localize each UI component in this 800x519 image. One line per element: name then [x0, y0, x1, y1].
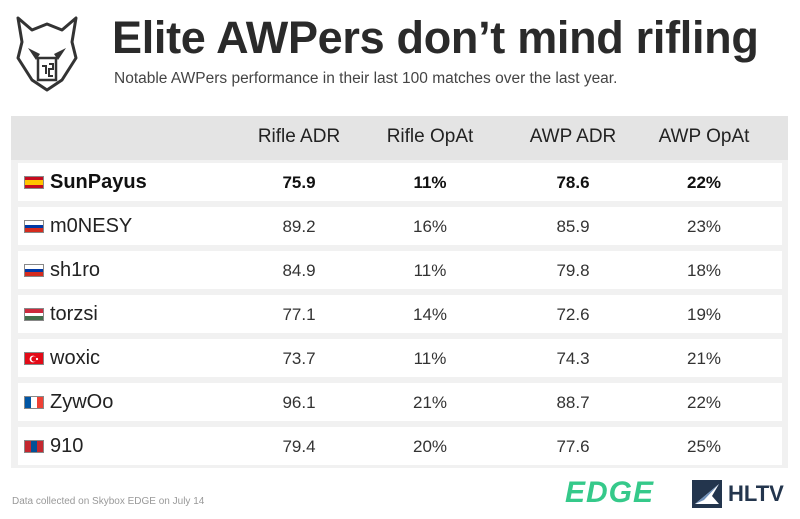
rifle-adr-value: 75.9: [282, 173, 316, 192]
column-header-awp-adr: AWP ADR: [529, 126, 617, 147]
player-name: m0NESY: [50, 215, 133, 237]
table-header: Rifle ADR Rifle OpAt AWP ADR AWP OpAt: [11, 116, 788, 160]
rifle-adr-value: 84.9: [282, 261, 316, 280]
rifle-opat-value: 11%: [413, 349, 447, 368]
france-flag-icon: [24, 396, 44, 409]
player-name: woxic: [50, 347, 101, 369]
awp-opat-value: 23%: [686, 217, 722, 236]
awp-adr-value: 85.9: [556, 217, 590, 236]
awp-adr-value: 78.6: [556, 173, 590, 192]
table-row: ZywOo 96.1 21% 88.7 22%: [18, 383, 782, 421]
rifle-opat-value: 14%: [412, 305, 448, 324]
rifle-adr-value: 89.2: [282, 217, 316, 236]
awp-adr-value: 79.8: [556, 261, 590, 280]
player-name: sh1ro: [50, 259, 101, 281]
awp-adr-value: 77.6: [556, 437, 590, 456]
player-name: SunPayus: [50, 171, 147, 193]
player-name: ZywOo: [50, 391, 114, 413]
rifle-opat-value: 21%: [412, 393, 448, 412]
page-subtitle: Notable AWPers performance in their last…: [114, 70, 618, 87]
awp-opat-value: 22%: [686, 173, 722, 192]
russia-flag-icon: [24, 264, 44, 277]
hltv-logo: HLTV: [728, 481, 784, 506]
awp-adr-value: 74.3: [556, 349, 590, 368]
column-header-awp-opat: AWP OpAt: [658, 126, 750, 147]
rifle-adr-value: 79.4: [282, 437, 316, 456]
stats-table: Rifle ADR Rifle OpAt AWP ADR AWP OpAt Su…: [11, 116, 788, 468]
table-row: sh1ro 84.9 11% 79.8 18%: [18, 251, 782, 289]
column-header-rifle-opat: Rifle OpAt: [386, 126, 474, 147]
g2-logo-icon: [16, 16, 78, 92]
player-name: 910: [50, 435, 84, 457]
table-row: SunPayus 75.9 11% 78.6 22%: [18, 163, 782, 201]
rifle-adr-value: 77.1: [282, 305, 316, 324]
rifle-opat-value: 11%: [413, 173, 447, 192]
russia-flag-icon: [24, 220, 44, 233]
rifle-adr-value: 73.7: [282, 349, 316, 368]
column-header-rifle-adr: Rifle ADR: [257, 126, 341, 147]
edge-logo: EDGE: [565, 476, 655, 509]
awp-adr-value: 88.7: [556, 393, 590, 412]
rifle-adr-value: 96.1: [282, 393, 316, 412]
rifle-opat-value: 20%: [412, 437, 448, 456]
page-title: Elite AWPers don’t mind rifling: [112, 12, 759, 63]
rifle-opat-value: 16%: [412, 217, 448, 236]
hltv-logo-icon: [692, 480, 722, 508]
rifle-opat-value: 11%: [413, 261, 447, 280]
hungary-flag-icon: [24, 308, 44, 321]
awp-opat-value: 21%: [686, 349, 722, 368]
data-source-note: Data collected on Skybox EDGE on July 14: [12, 496, 205, 507]
awp-opat-value: 22%: [686, 393, 722, 412]
table-row: m0NESY 89.2 16% 85.9 23%: [18, 207, 782, 245]
awp-opat-value: 19%: [686, 305, 722, 324]
awp-opat-value: 18%: [686, 261, 722, 280]
awp-opat-value: 25%: [686, 437, 722, 456]
turkey-flag-icon: [24, 352, 44, 365]
spain-flag-icon: [24, 176, 44, 189]
player-name: torzsi: [50, 303, 98, 325]
mongolia-flag-icon: [24, 440, 44, 453]
table-row: 910 79.4 20% 77.6 25%: [18, 427, 782, 465]
table-row: woxic 73.7 11% 74.3 21%: [18, 339, 782, 377]
awp-adr-value: 72.6: [556, 305, 590, 324]
table-row: torzsi 77.1 14% 72.6 19%: [18, 295, 782, 333]
